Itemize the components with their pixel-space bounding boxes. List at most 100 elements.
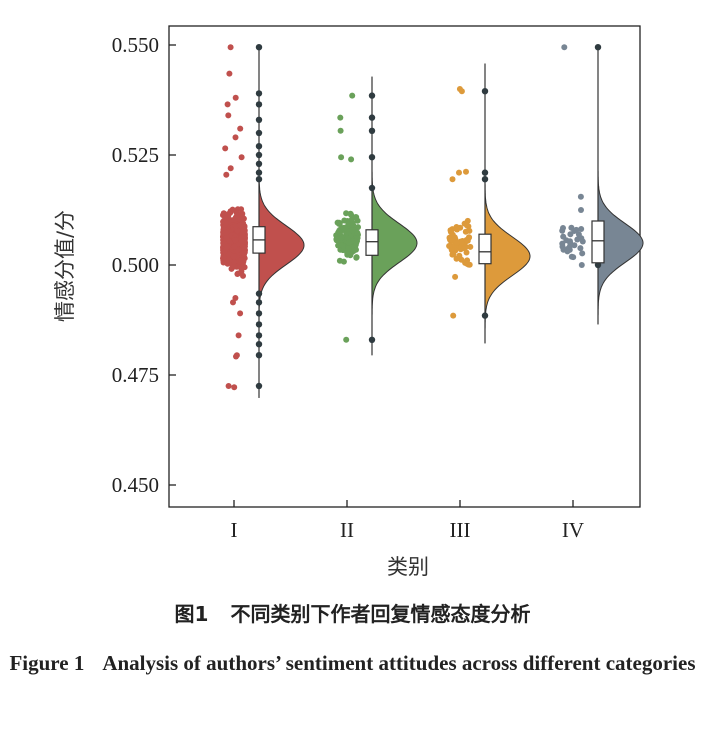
x-axis-ticks: I II III IV <box>231 500 584 542</box>
y-tick-label: 0.525 <box>112 143 159 167</box>
data-point <box>231 216 238 223</box>
whisker-points <box>255 44 263 390</box>
data-point <box>456 252 463 259</box>
data-point <box>338 154 345 161</box>
outlier-point <box>255 143 263 150</box>
data-point <box>231 384 238 391</box>
series-IV <box>559 44 644 325</box>
data-point <box>336 229 343 236</box>
plot-area-frame <box>168 25 641 508</box>
data-point <box>449 176 456 183</box>
data-point <box>343 210 350 217</box>
outlier-point <box>255 160 263 167</box>
data-point <box>338 234 345 241</box>
data-point <box>225 383 232 389</box>
data-point <box>240 228 247 235</box>
data-point <box>457 224 464 231</box>
whisker-points <box>368 92 376 343</box>
outlier-point <box>255 151 263 159</box>
data-point <box>353 239 360 246</box>
y-axis-title: 情感分值/分 <box>53 210 77 322</box>
data-point <box>559 243 566 250</box>
jitter-points <box>333 92 361 343</box>
outlier-point <box>481 88 489 95</box>
data-point <box>456 169 462 176</box>
data-point <box>446 236 453 243</box>
outlier-point <box>255 341 263 348</box>
data-point <box>353 246 359 253</box>
density-cloud <box>484 63 531 344</box>
data-point <box>579 250 586 257</box>
data-point <box>334 219 341 226</box>
outlier-point <box>255 299 263 306</box>
data-point <box>222 215 229 222</box>
outlier-point <box>255 352 263 359</box>
whisker-points <box>481 88 489 319</box>
outlier-point <box>255 101 263 108</box>
data-point <box>240 272 246 279</box>
outlier-point <box>481 312 489 319</box>
outlier-point <box>255 332 263 339</box>
figure-caption-cn: 图1 不同类别下作者回复情感态度分析 <box>0 598 705 627</box>
data-point <box>231 243 238 250</box>
data-point <box>230 253 237 260</box>
data-point <box>237 310 244 317</box>
outlier-point <box>255 116 263 124</box>
data-point <box>343 336 350 343</box>
data-point <box>227 44 234 51</box>
outlier-point <box>255 90 263 97</box>
data-point <box>333 236 340 243</box>
data-point <box>222 145 229 152</box>
outlier-point <box>368 336 376 343</box>
data-point <box>241 244 248 251</box>
data-point <box>578 226 585 232</box>
data-point <box>464 217 471 224</box>
data-point <box>458 88 465 95</box>
outlier-point <box>255 176 263 183</box>
x-tick-label: I <box>231 518 238 542</box>
outlier-point <box>368 184 376 192</box>
y-tick-label: 0.550 <box>112 33 159 57</box>
data-point <box>577 245 584 252</box>
data-point <box>239 214 246 221</box>
data-point <box>463 237 470 243</box>
density-cloud <box>371 76 418 356</box>
y-tick-label: 0.475 <box>112 363 159 387</box>
data-point <box>232 237 239 244</box>
data-point <box>226 251 232 258</box>
data-point <box>450 251 457 258</box>
figure-label-cn: 图1 <box>174 602 209 626</box>
data-point <box>238 154 245 161</box>
data-point <box>232 295 239 301</box>
outlier-point <box>255 129 263 137</box>
data-point <box>223 234 230 241</box>
outlier-point <box>368 114 376 121</box>
data-point <box>566 246 573 253</box>
series-II <box>333 76 418 356</box>
outlier-point <box>255 382 263 390</box>
jitter-points <box>559 44 586 268</box>
box <box>365 229 379 256</box>
data-point <box>223 229 229 236</box>
data-point <box>223 171 230 178</box>
outlier-point <box>255 169 263 176</box>
data-point <box>336 257 343 264</box>
outlier-point <box>481 169 489 176</box>
data-point <box>337 114 344 121</box>
data-point <box>463 168 469 175</box>
data-point <box>463 222 470 229</box>
data-point <box>353 214 360 221</box>
data-point <box>578 235 585 242</box>
data-point <box>349 227 356 234</box>
outlier-point <box>368 127 376 134</box>
x-tick-label: III <box>450 518 471 542</box>
outlier-point <box>594 44 602 51</box>
data-point <box>344 249 351 256</box>
data-point <box>230 299 236 306</box>
data-point <box>241 250 248 257</box>
box <box>591 220 605 264</box>
figure-caption-en: Figure 1 Analysis of authors’ sentiment a… <box>0 644 705 683</box>
data-point <box>346 239 352 246</box>
y-axis-ticks: 0.550 0.525 0.500 0.475 0.450 <box>112 33 176 497</box>
